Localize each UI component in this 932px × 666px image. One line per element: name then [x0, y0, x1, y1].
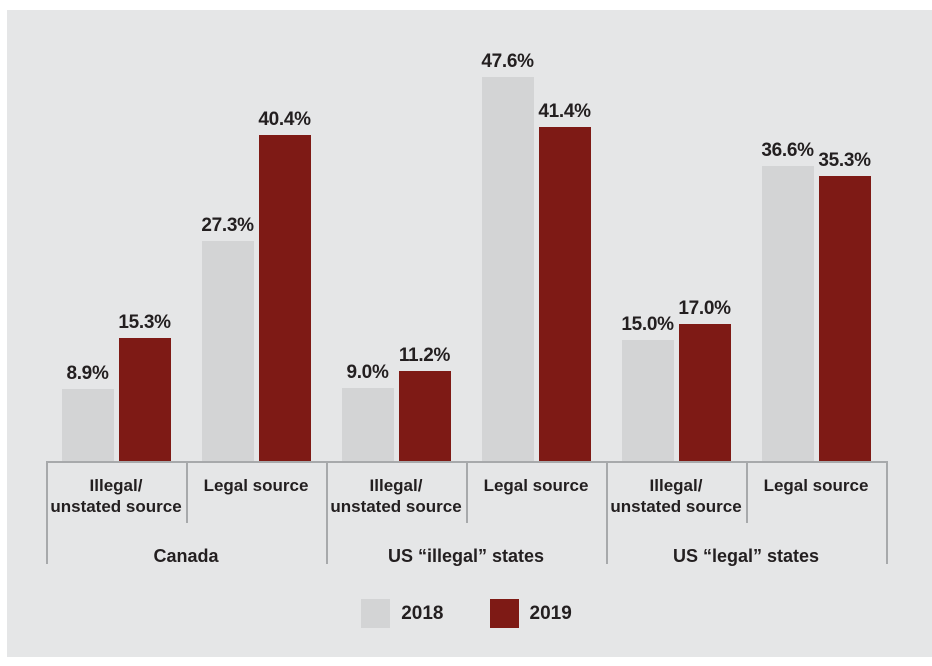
bar-2019-Canada-illegal: [118, 337, 171, 461]
bar-value-label: 41.4%: [538, 101, 591, 123]
bar-2018-Canada-legal: [201, 240, 254, 461]
bar-value-label: 8.9%: [66, 363, 109, 385]
legend-swatch-2019-icon: [489, 599, 519, 628]
group-divider-line: [46, 461, 48, 564]
bar-2019-US-legal-states-legal: [818, 176, 871, 461]
bar-2018-US-legal-states-legal: [761, 165, 814, 461]
category-axis-label: Illegal/ unstated source: [330, 476, 462, 516]
bar-2019-US-legal-states-illegal: [678, 323, 731, 461]
bar-value-label: 27.3%: [201, 214, 254, 236]
group-axis-label: Canada: [153, 546, 219, 566]
category-axis-label: Illegal/ unstated source: [50, 476, 182, 516]
category-axis-label: Illegal/ unstated source: [610, 476, 742, 516]
bar-value-label: 11.2%: [398, 344, 451, 366]
bar-value-label: 15.0%: [621, 313, 674, 335]
group-divider-line: [886, 461, 888, 564]
bar-2018-US-legal-states-illegal: [621, 339, 674, 461]
category-divider-line: [186, 461, 188, 523]
group-divider-line: [326, 461, 328, 564]
legend-swatch-2018-icon: [361, 599, 391, 628]
legend-label-2019: 2019: [529, 602, 572, 624]
category-axis-label: Legal source: [483, 476, 589, 495]
category-axis-label: Legal source: [763, 476, 869, 495]
bar-2018-US-illegal-states-illegal: [341, 388, 394, 461]
bar-value-label: 9.0%: [346, 362, 389, 384]
bar-value-label: 47.6%: [481, 51, 534, 72]
bar-2018-US-illegal-states-legal: [481, 77, 534, 461]
bar-value-label: 40.4%: [258, 109, 311, 131]
legend-item-2019: 2019: [489, 599, 572, 628]
bar-2018-Canada-illegal: [61, 389, 114, 461]
bar-value-label: 15.3%: [118, 311, 171, 333]
bar-2019-US-illegal-states-illegal: [398, 370, 451, 461]
bar-value-label: 17.0%: [678, 297, 731, 319]
bar-value-label: 36.6%: [761, 139, 814, 161]
category-divider-line: [466, 461, 468, 523]
group-axis-label: US “illegal” states: [387, 546, 545, 566]
category-axis-label: Legal source: [203, 476, 309, 495]
legend: 2018 2019: [46, 599, 887, 628]
legend-item-2018: 2018: [361, 599, 444, 628]
bar-2019-US-illegal-states-legal: [538, 127, 591, 461]
bar-value-label: 35.3%: [818, 150, 871, 172]
group-divider-line: [606, 461, 608, 564]
category-divider-line: [746, 461, 748, 523]
chart-panel: 2018 2019 8.9% 15.3% Illegal/ unstated sou…: [7, 10, 932, 657]
bar-2019-Canada-legal: [258, 135, 311, 461]
legend-label-2018: 2018: [401, 602, 444, 624]
group-axis-label: US “legal” states: [672, 546, 820, 566]
